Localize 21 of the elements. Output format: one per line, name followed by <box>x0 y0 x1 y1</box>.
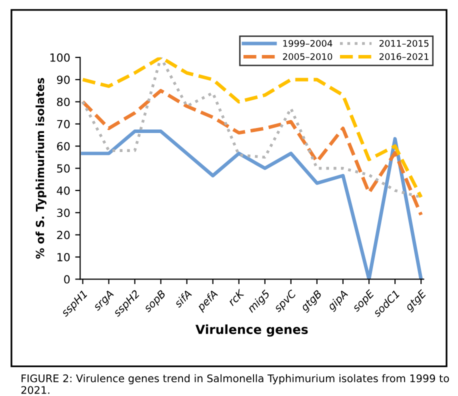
y-tick-label: 100 <box>50 53 70 62</box>
y-tick-label: 60 <box>57 142 70 151</box>
legend-label: 2011–2015 <box>379 40 428 47</box>
x-tick-label: sifA <box>173 289 192 308</box>
x-tick-label: rcK <box>227 288 246 306</box>
y-axis-title: % of S. Typhimurium isolates <box>36 78 46 259</box>
y-tick-label: 30 <box>57 208 70 218</box>
y-tick-label: 70 <box>57 120 70 128</box>
y-tick-label: 90 <box>56 76 70 84</box>
legend-label: 2005–2010 <box>282 53 332 60</box>
legend-label: 1999–2004 <box>283 40 332 47</box>
caption: FIGURE 2: Virulence genes trend in Salmonella Typhimurium isolates from 1999 to 2021. <box>21 374 449 394</box>
y-tick-label: 0 <box>64 275 70 284</box>
line-series <box>81 88 423 217</box>
x-axis-title: Virulence genes <box>195 324 308 337</box>
y-tick-label: 40 <box>56 186 70 195</box>
y-tick-label: 80 <box>57 98 70 106</box>
legend-label: 2016–2021 <box>379 53 428 60</box>
y-tick-label: 10 <box>58 252 70 262</box>
y-tick-label: 20 <box>57 230 70 240</box>
y-tick-label: 50 <box>57 164 70 173</box>
